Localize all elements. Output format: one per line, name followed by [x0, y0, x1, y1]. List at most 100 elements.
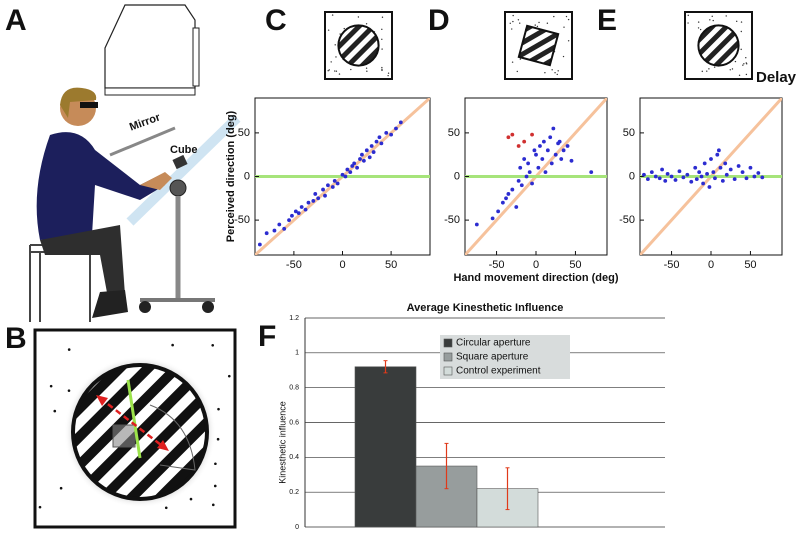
- point: [522, 157, 527, 161]
- point: [364, 148, 369, 153]
- point: [642, 172, 646, 177]
- noise-dot: [381, 28, 383, 31]
- x-tick-label: -50: [489, 259, 505, 271]
- noise-dot: [334, 44, 336, 46]
- point: [756, 171, 761, 175]
- noise-dot: [387, 74, 389, 77]
- noise-dot: [357, 16, 360, 18]
- y-tick-label: 0.2: [289, 489, 299, 496]
- noise-dot: [214, 462, 217, 466]
- point: [358, 157, 362, 161]
- noise-dot: [189, 497, 193, 501]
- panel-letter: F: [258, 320, 276, 353]
- noise-dot: [556, 73, 558, 76]
- legend-swatch: [443, 366, 453, 376]
- noise-dot: [554, 71, 556, 74]
- point: [374, 139, 379, 144]
- point: [541, 139, 546, 144]
- x-tick-label: 0: [708, 259, 714, 271]
- noise-dot: [742, 64, 744, 66]
- noise-dot: [366, 70, 368, 72]
- y-tick-label: 1: [295, 350, 299, 357]
- point: [500, 200, 505, 205]
- noise-dot: [171, 343, 174, 347]
- point: [699, 174, 704, 179]
- point: [715, 152, 720, 157]
- noise-dot: [711, 15, 713, 18]
- point: [665, 171, 670, 176]
- noise-dot: [709, 19, 711, 21]
- error-bar: [444, 442, 449, 490]
- noise-dot: [381, 38, 383, 40]
- y-tick-label: 50: [448, 127, 460, 139]
- noise-dot: [697, 21, 700, 23]
- point: [736, 164, 741, 168]
- noise-dot: [381, 68, 383, 71]
- x-tick-label: 50: [744, 259, 756, 271]
- noise-dot: [687, 22, 689, 24]
- x-tick-label: 50: [569, 259, 581, 271]
- setup-illustration: A Mirror Cube: [5, 4, 241, 322]
- point: [355, 165, 359, 170]
- legend-box: [440, 335, 570, 379]
- point: [538, 144, 542, 148]
- noise-dot: [740, 30, 742, 33]
- noise-dot: [687, 14, 689, 17]
- legend-label: Square aperture: [456, 352, 529, 363]
- error-bar: [383, 360, 388, 374]
- point: [549, 161, 554, 166]
- legend-swatch: [443, 352, 453, 362]
- point: [724, 172, 729, 177]
- noise-dot: [49, 384, 53, 388]
- noise-dot: [712, 19, 714, 22]
- noise-dot: [381, 48, 383, 50]
- noise-dot: [517, 19, 520, 21]
- y-tick-label: 1.2: [289, 315, 299, 322]
- point: [681, 175, 686, 180]
- noise-dot: [708, 68, 710, 70]
- point: [350, 164, 355, 168]
- noise-dot: [563, 26, 565, 28]
- noise-dot: [511, 61, 514, 63]
- noise-dot: [512, 20, 514, 23]
- point: [677, 169, 682, 174]
- point: [326, 183, 330, 188]
- point: [701, 181, 706, 186]
- point: [697, 170, 702, 175]
- point: [559, 157, 564, 161]
- point: [379, 141, 384, 146]
- noise-dot: [53, 409, 57, 413]
- noise-dot: [553, 15, 555, 18]
- point: [705, 171, 709, 176]
- panel-letter: D: [428, 4, 450, 37]
- point: [645, 177, 650, 182]
- noise-dot: [562, 55, 565, 58]
- error-bar: [505, 467, 510, 511]
- point: [394, 126, 398, 131]
- bar: [354, 366, 417, 528]
- point: [561, 148, 566, 153]
- chart-title: Average Kinesthetic Influence: [407, 302, 564, 314]
- point: [713, 176, 717, 181]
- point: [565, 144, 570, 148]
- point: [311, 199, 316, 203]
- noise-dot: [327, 29, 330, 31]
- noise-dot: [512, 14, 514, 17]
- point: [340, 172, 345, 177]
- panel-letter: B: [5, 322, 27, 355]
- point: [534, 152, 538, 157]
- noise-dot: [745, 56, 747, 59]
- noise-dot: [534, 24, 536, 26]
- point: [367, 155, 372, 160]
- noise-dot: [731, 68, 734, 70]
- point: [316, 196, 321, 201]
- y-axis-label: Kinesthetic influence: [277, 401, 287, 484]
- point: [496, 209, 501, 214]
- point: [313, 192, 318, 196]
- noise-dot: [519, 58, 522, 60]
- point: [732, 177, 737, 182]
- y-tick-label: -50: [234, 214, 250, 226]
- point: [752, 174, 757, 179]
- noise-dot: [743, 63, 745, 65]
- annotation: Delay: [756, 69, 797, 86]
